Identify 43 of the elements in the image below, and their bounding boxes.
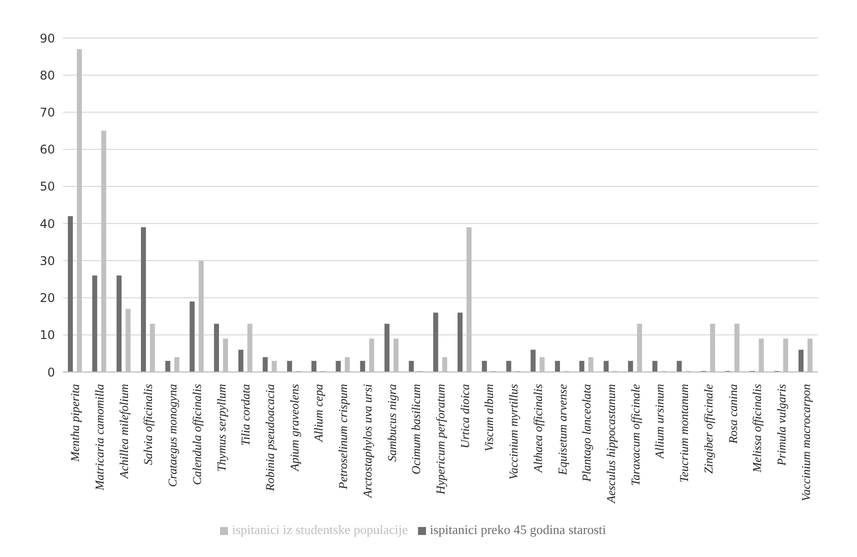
x-tick-label: Petroselinum crispum: [336, 384, 350, 490]
x-tick-label: Althaea officinalis: [530, 384, 545, 474]
x-tick-label: Viscum album: [482, 384, 496, 452]
y-tick-label: 40: [40, 216, 55, 231]
x-tick-label: Vaccinium macrocarpon: [798, 384, 813, 502]
x-tick-label: Robinia pseudoacacia: [263, 384, 278, 492]
x-tick-label: Taraxacum officinale: [628, 383, 642, 486]
x-tick-label: Apium graveolens: [287, 384, 302, 472]
x-tick-label: Plantago lanceolata: [580, 384, 594, 483]
x-tick-label: Ocimum basilicum: [409, 384, 424, 474]
x-tick-label: Sambucus nigra: [384, 384, 399, 462]
x-tick-label: Vaccinium myrtillus: [506, 384, 521, 480]
x-tick-label: Equisetum arvense: [555, 383, 570, 476]
legend-label: ispitanici preko 45 godina starosti: [430, 522, 606, 537]
x-tick-label: Allium cepa: [312, 384, 326, 443]
x-tick-label: Rosa canina: [726, 384, 740, 445]
y-tick-label: 0: [47, 365, 55, 380]
x-tick-label: Melissa officinalis: [750, 384, 764, 474]
y-tick-label: 80: [40, 68, 55, 82]
x-tick-label: Mentha piperita: [68, 384, 82, 463]
y-tick-label: 50: [40, 180, 55, 194]
y-tick-label: 60: [40, 142, 55, 157]
legend-label: ispitanici iz studentske populacije: [232, 522, 408, 537]
y-tick-label: 70: [40, 105, 55, 120]
x-tick-label: Arctostaphylos uva ursi: [360, 384, 374, 499]
x-tick-label: Matricaria camomilla: [92, 384, 107, 492]
y-tick-label: 30: [40, 254, 55, 268]
y-tick-label: 20: [40, 291, 55, 306]
x-tick-label: Allium ursinum: [652, 384, 667, 460]
x-tick-label: Primula vulgaris: [774, 384, 788, 467]
x-tick-label: Crataegus monogyna: [166, 384, 180, 487]
x-tick-label: Teucrium montanum: [677, 384, 692, 483]
x-tick-label: Calendula officinalis: [190, 384, 204, 485]
x-tick-label: Salvia officinalis: [141, 384, 156, 465]
x-tick-label: Aesculus hippocastanum: [604, 384, 618, 504]
y-tick-label: 90: [40, 31, 55, 46]
x-tick-label: Zingiber officinale: [701, 383, 716, 474]
x-tick-label: Thymus serpyllum: [214, 384, 228, 472]
x-tick-label: Urtica dioica: [458, 384, 472, 448]
x-tick-label: Achillea milefolium: [116, 384, 131, 480]
x-tick-label: Tilia cordata: [238, 384, 253, 446]
y-tick-label: 10: [40, 328, 55, 342]
x-tick-label: Hypericum perforatum: [434, 384, 448, 496]
